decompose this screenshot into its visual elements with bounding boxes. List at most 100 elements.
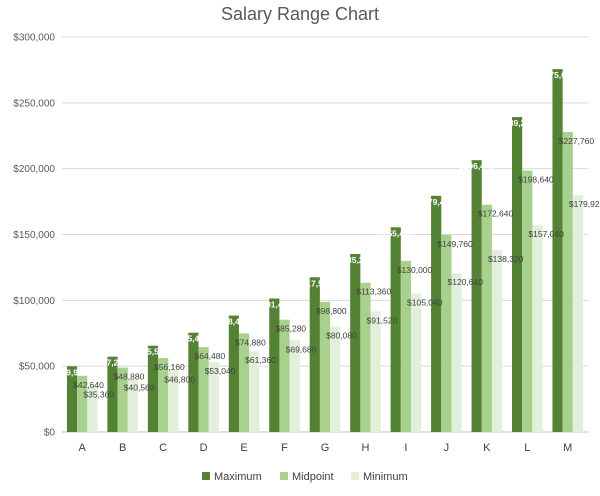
legend-swatch-minimum	[351, 472, 359, 480]
y-tick-label-1: $50,000	[19, 362, 56, 373]
data-label-maximum-g: $117,520	[297, 278, 332, 288]
bar-midpoint-j	[441, 234, 452, 432]
y-axis-ticks: $0 $50,000 $100,000 $150,000 $200,000 $250,00…	[13, 33, 55, 439]
data-label-midpoint-h: $113,360	[356, 287, 391, 297]
x-tick-label-k: K	[483, 442, 491, 454]
legend: Maximum Midpoint Minimum	[202, 471, 408, 483]
data-label-minimum-e: $61,360	[245, 355, 276, 365]
bar-midpoint-e	[238, 333, 250, 432]
bar-minimum-e	[249, 351, 260, 432]
x-tick-label-f: F	[281, 442, 288, 454]
data-labels: $49,920 $42,640$35,360 $57,200 $48,880$40,5…	[57, 70, 600, 399]
data-label-minimum-j: $120,640	[447, 277, 483, 287]
bar-minimum-k	[491, 249, 503, 432]
data-label-maximum-d: $75,400	[178, 334, 209, 344]
bar-minimum-d	[208, 362, 219, 432]
data-label-midpoint-l: $198,640	[518, 174, 554, 184]
bars	[66, 69, 584, 433]
legend-label-minimum: Minimum	[363, 471, 408, 483]
bar-maximum-i	[390, 227, 401, 432]
legend-swatch-midpoint	[280, 472, 288, 480]
data-label-maximum-k: $206,440	[459, 161, 495, 171]
data-label-minimum-b: $40,560	[124, 383, 155, 393]
x-tick-label-d: D	[200, 442, 208, 454]
data-label-maximum-i: $155,480	[378, 228, 414, 238]
data-label-maximum-l: $239,200	[499, 118, 535, 128]
y-tick-label-2: $100,000	[13, 296, 55, 307]
data-label-midpoint-c: $56,160	[154, 362, 185, 372]
x-tick-label-m: M	[563, 442, 572, 454]
data-label-maximum-f: $101,400	[257, 299, 293, 309]
bar-minimum-h	[370, 311, 381, 432]
bar-midpoint-f	[279, 319, 290, 432]
data-label-maximum-e: $88,400	[219, 317, 250, 327]
bar-maximum-e	[228, 315, 239, 432]
bar-maximum-f	[269, 298, 280, 432]
bar-minimum-c	[168, 370, 179, 432]
x-axis-ticks: A B C D E F G H I J K L M	[79, 442, 573, 454]
data-label-minimum-f: $69,680	[286, 344, 317, 354]
bar-midpoint-c	[158, 358, 169, 432]
x-tick-label-b: B	[119, 442, 126, 454]
bar-maximum-b	[107, 356, 118, 432]
bar-maximum-j	[431, 195, 442, 432]
data-label-maximum-j: $179,400	[418, 197, 454, 207]
data-label-minimum-a: $35,360	[83, 389, 114, 399]
bar-midpoint-b	[117, 367, 128, 432]
y-tick-label-3: $150,000	[13, 230, 55, 241]
bar-minimum-m	[572, 195, 584, 432]
bar-maximum-m	[552, 69, 563, 433]
bar-midpoint-k	[481, 204, 492, 432]
legend-label-maximum: Maximum	[214, 471, 262, 483]
x-tick-label-l: L	[524, 442, 530, 454]
bar-maximum-d	[188, 332, 199, 432]
data-label-midpoint-f: $85,280	[275, 324, 306, 334]
legend-label-midpoint: Midpoint	[292, 471, 334, 483]
data-label-minimum-c: $46,800	[164, 374, 195, 384]
data-label-maximum-a: $49,920	[57, 367, 88, 377]
data-label-minimum-d: $53,040	[205, 366, 236, 376]
bar-maximum-a	[66, 366, 78, 432]
bar-maximum-l	[512, 117, 523, 432]
data-label-minimum-m: $179,920	[569, 199, 600, 209]
bar-minimum-g	[330, 326, 341, 432]
y-tick-label-0: $0	[44, 428, 56, 439]
x-tick-label-c: C	[159, 442, 167, 454]
data-label-minimum-k: $138,320	[488, 254, 524, 264]
data-label-minimum-i: $105,040	[407, 298, 443, 308]
x-tick-label-e: E	[240, 442, 247, 454]
data-label-minimum-l: $157,040	[528, 229, 564, 239]
bar-midpoint-a	[77, 375, 88, 432]
data-label-minimum-g: $80,080	[326, 331, 357, 341]
bar-minimum-a	[87, 385, 98, 432]
bar-minimum-b	[127, 378, 138, 432]
chart-title: Salary Range Chart	[221, 4, 379, 24]
data-label-midpoint-m: $227,760	[559, 136, 595, 146]
y-tick-label-5: $250,000	[13, 98, 55, 109]
bar-midpoint-d	[198, 347, 209, 432]
bar-midpoint-g	[319, 301, 331, 432]
y-tick-label-6: $300,000	[13, 33, 55, 44]
data-label-maximum-h: $135,200	[338, 255, 374, 265]
bar-maximum-c	[147, 345, 159, 432]
bar-minimum-i	[411, 293, 422, 432]
data-label-midpoint-k: $172,640	[478, 209, 514, 219]
x-tick-label-g: G	[321, 442, 330, 454]
bar-minimum-j	[451, 273, 462, 432]
bar-midpoint-h	[360, 282, 371, 432]
bar-maximum-g	[309, 277, 320, 432]
data-label-maximum-m: $275,600	[540, 70, 576, 80]
data-label-midpoint-a: $42,640	[73, 380, 104, 390]
bar-midpoint-m	[562, 132, 573, 432]
data-label-maximum-c: $65,520	[138, 347, 169, 357]
data-label-midpoint-e: $74,880	[235, 337, 266, 347]
x-tick-label-h: H	[361, 442, 369, 454]
legend-swatch-maximum	[202, 472, 210, 480]
x-tick-label-i: I	[404, 442, 407, 454]
bar-minimum-l	[532, 225, 543, 432]
bar-minimum-f	[289, 340, 300, 432]
bar-maximum-h	[350, 253, 361, 432]
x-tick-label-j: J	[444, 442, 450, 454]
bar-midpoint-i	[400, 260, 412, 432]
